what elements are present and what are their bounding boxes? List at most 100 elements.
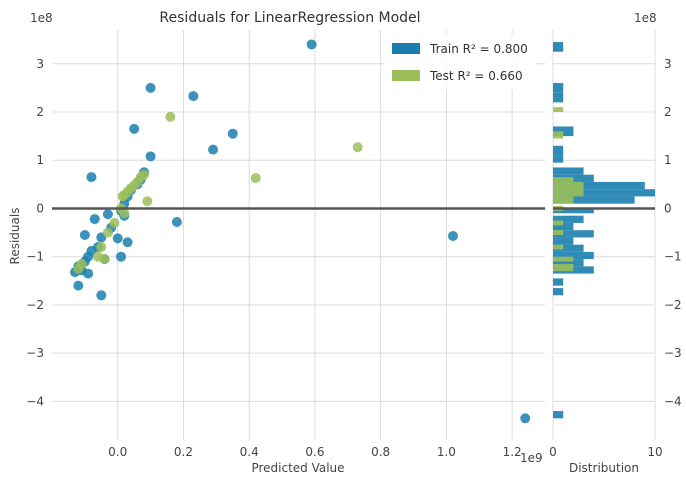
- train-distribution-bar: [553, 208, 594, 214]
- train-residual-point: [171, 216, 182, 227]
- distribution-y-tick-label: −2: [664, 298, 682, 312]
- train-residual-point: [89, 214, 100, 225]
- train-residual-point: [227, 128, 238, 139]
- y-scale-label: 1e8: [30, 11, 53, 25]
- distribution-y-tick-label: −4: [664, 394, 682, 408]
- x-scale-label: 1e9: [520, 451, 543, 465]
- train-distribution-bar: [553, 222, 574, 231]
- train-residual-point: [102, 209, 113, 220]
- train-distribution-bar: [553, 189, 655, 197]
- train-distribution-bar: [553, 230, 594, 238]
- train-distribution-bar: [553, 196, 635, 204]
- distribution-x-tick-label: 0: [549, 445, 557, 459]
- distribution-bars: [553, 42, 655, 419]
- test-distribution-bar: [553, 196, 574, 204]
- train-distribution-bar: [553, 167, 584, 175]
- x-tick-label: 0.0: [108, 445, 127, 459]
- distribution-tick-labels: −4 −3 −2 −1 0 1 2 3 0 10: [549, 57, 682, 459]
- train-residual-point: [145, 82, 156, 93]
- x-tick-label: 1.0: [437, 445, 456, 459]
- main-points: [52, 39, 545, 424]
- y-tick-label: 2: [36, 105, 44, 119]
- test-residual-point: [117, 191, 128, 202]
- test-residual-point: [109, 217, 120, 228]
- test-residual-point: [96, 242, 107, 253]
- distribution-y-tick-label: −3: [664, 346, 682, 360]
- legend-swatch-test: [392, 70, 420, 81]
- distribution-y-tick-label: 0: [664, 201, 672, 215]
- legend: Train R² = 0.800 Test R² = 0.660: [384, 34, 536, 90]
- legend-frame: [384, 34, 536, 90]
- main-tick-labels: 0.0 0.2 0.4 0.6 0.8 1.0 1.2 −4 −3 −2 −1 0 1 2 3: [26, 57, 521, 459]
- distribution-y-tick-label: 1: [664, 153, 672, 167]
- train-distribution-bar: [553, 237, 574, 245]
- test-distribution-bar: [553, 189, 584, 197]
- train-residual-point: [129, 123, 140, 134]
- train-residual-point: [208, 144, 219, 155]
- train-residual-point: [447, 230, 458, 241]
- distribution-y-tick-label: 2: [664, 105, 672, 119]
- train-residual-point: [145, 151, 156, 162]
- train-residual-point: [112, 233, 123, 244]
- y-tick-label: −3: [26, 346, 44, 360]
- y-tick-label: −2: [26, 298, 44, 312]
- test-residual-point: [102, 227, 113, 238]
- test-residual-point: [250, 173, 261, 184]
- train-distribution-bar: [553, 83, 564, 93]
- x-tick-label: 0.6: [305, 445, 324, 459]
- train-distribution-bar: [553, 155, 564, 163]
- distribution-x-tick-label: 10: [647, 445, 662, 459]
- x-tick-label: 0.2: [174, 445, 193, 459]
- train-distribution-bar: [553, 145, 564, 156]
- train-distribution-bar: [553, 181, 645, 190]
- legend-swatch-train: [392, 43, 420, 54]
- train-distribution-bar: [553, 215, 584, 223]
- distribution-plot-area: −4 −3 −2 −1 0 1 2 3 0 10: [549, 30, 682, 459]
- x-tick-label: 1.2: [503, 445, 522, 459]
- train-residual-point: [96, 290, 107, 301]
- y-axis-label: Residuals: [8, 208, 22, 265]
- train-distribution-bar: [553, 288, 564, 296]
- train-distribution-bar: [553, 92, 564, 103]
- test-distribution-bar: [553, 244, 564, 250]
- test-distribution-bar: [553, 220, 564, 226]
- y-tick-label: 1: [36, 153, 44, 167]
- distribution-y-tick-label: 3: [664, 57, 672, 71]
- train-residual-point: [306, 39, 317, 50]
- test-distribution-bar: [553, 131, 564, 139]
- chart-title: Residuals for LinearRegression Model: [159, 10, 420, 26]
- train-residual-point: [73, 280, 84, 291]
- test-residual-point: [142, 196, 153, 207]
- x-axis-label: Predicted Value: [251, 461, 344, 475]
- train-residual-point: [83, 268, 94, 279]
- train-residual-point: [520, 413, 531, 424]
- test-distribution-bar: [553, 107, 564, 112]
- train-distribution-bar: [553, 278, 564, 286]
- test-residual-point: [352, 142, 363, 153]
- distribution-y-scale-label: 1e8: [634, 11, 657, 25]
- test-residual-point: [165, 111, 176, 122]
- test-residual-point: [76, 258, 87, 269]
- distribution-y-tick-label: −1: [664, 250, 682, 264]
- train-distribution-bar: [553, 259, 584, 267]
- test-distribution-bar: [553, 263, 574, 272]
- test-residual-point: [119, 208, 130, 219]
- test-distribution-bar: [553, 177, 574, 182]
- legend-label-train: Train R² = 0.800: [429, 42, 528, 56]
- train-distribution-bar: [553, 251, 594, 260]
- y-tick-label: −4: [26, 394, 44, 408]
- legend-label-test: Test R² = 0.660: [429, 69, 523, 83]
- y-tick-label: 3: [36, 57, 44, 71]
- x-tick-label: 0.4: [240, 445, 259, 459]
- train-residual-point: [79, 230, 90, 240]
- x-tick-label: 0.8: [371, 445, 390, 459]
- train-distribution-bar: [553, 411, 564, 419]
- test-distribution-bar: [553, 230, 564, 235]
- train-distribution-bar: [553, 244, 584, 252]
- test-distribution-bar: [553, 256, 574, 262]
- train-distribution-bar: [553, 42, 564, 52]
- train-residual-point: [86, 172, 97, 183]
- y-tick-label: −1: [26, 250, 44, 264]
- residuals-plot-background: [52, 30, 545, 440]
